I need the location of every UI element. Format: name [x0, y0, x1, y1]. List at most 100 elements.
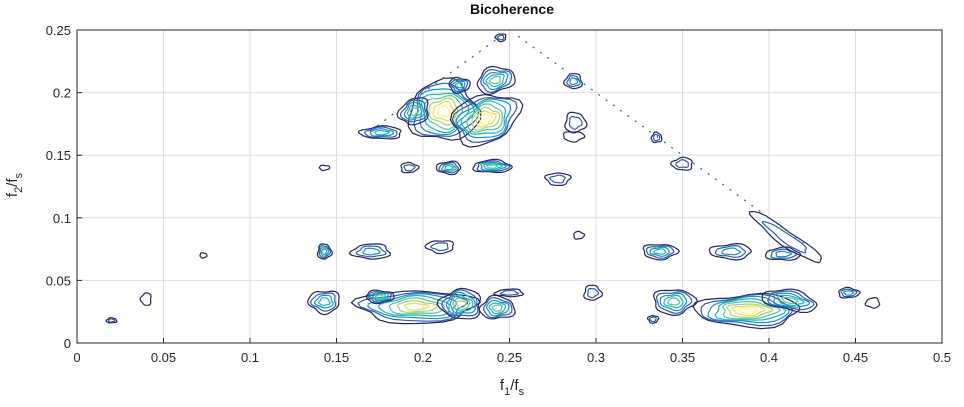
contour-line: [476, 65, 516, 96]
contour-line: [486, 164, 499, 170]
contour-line: [761, 220, 808, 254]
contour-line: [105, 317, 118, 324]
contour-line: [645, 245, 675, 259]
contour-line: [653, 248, 667, 255]
contour-blob: [493, 288, 525, 298]
contour-blob: [583, 284, 604, 301]
contour-line: [562, 131, 586, 143]
contour-line: [436, 287, 482, 320]
contour-line: [652, 133, 661, 142]
contour-line: [764, 246, 802, 261]
contour-line: [770, 248, 798, 259]
contour-line: [450, 78, 469, 93]
contour-line: [428, 97, 459, 126]
contour-line: [700, 293, 794, 327]
contour-line: [491, 304, 503, 312]
grid: [76, 29, 943, 344]
contour-line: [482, 71, 509, 91]
contour-blob: [692, 292, 801, 330]
contour-blob: [400, 161, 420, 174]
contour-line: [650, 131, 663, 144]
contour-line: [369, 128, 395, 137]
contour-line: [374, 294, 385, 299]
contour-blob: [494, 33, 507, 43]
contour-blob: [316, 243, 333, 260]
contour-line: [440, 289, 479, 317]
contour-blob: [650, 131, 663, 144]
contour-line: [403, 101, 425, 121]
x-axis-ticks: 0 0.05 0.1 0.15 0.2 0.25 0.3 0.35 0.4 0.45 0.5: [73, 338, 951, 365]
y-tick-label: 0.15: [46, 148, 71, 163]
contour-line: [489, 75, 501, 85]
contour-line: [493, 288, 525, 298]
contour-blob: [448, 76, 471, 95]
x-tick-label: 0: [73, 350, 80, 365]
contour-blob: [652, 289, 699, 317]
contour-line: [432, 100, 455, 122]
y-tick-label: 0: [64, 336, 71, 351]
contour-blob: [573, 230, 586, 240]
contour-line: [444, 164, 455, 171]
contour-line: [488, 302, 507, 315]
contour-line: [587, 287, 600, 299]
contour-blob: [764, 246, 802, 261]
contour-blob: [105, 317, 118, 324]
contour-line: [573, 230, 586, 240]
contour-line: [485, 299, 510, 317]
contour-blob: [564, 111, 588, 134]
contour-line: [737, 306, 758, 315]
contour-line: [777, 294, 805, 307]
contour-blob: [436, 287, 482, 320]
contour-line: [367, 291, 392, 304]
y-tick-label: 0.1: [53, 211, 71, 226]
contour-line: [400, 99, 428, 123]
contour-line: [480, 68, 513, 94]
contour-line: [566, 74, 581, 88]
contour-line: [400, 161, 420, 174]
contour-line: [475, 110, 497, 128]
contour-line: [838, 286, 861, 299]
contour-line: [409, 107, 420, 117]
contour-line: [569, 77, 579, 86]
contour-blob: [864, 296, 881, 309]
contour-line: [649, 246, 670, 257]
contour-blob: [365, 289, 395, 305]
x-tick-label: 0.05: [151, 350, 176, 365]
contour-line: [396, 97, 429, 126]
contour-line: [496, 34, 505, 41]
contour-line: [455, 300, 467, 309]
contour-line: [568, 115, 583, 130]
x-tick-label: 0.15: [324, 350, 349, 365]
contour-blob: [761, 288, 818, 314]
contour-line: [648, 316, 657, 323]
contour-line: [767, 290, 815, 311]
contour-line: [374, 129, 390, 136]
contour-line: [407, 104, 423, 119]
contour-line: [403, 302, 431, 311]
contour-line: [357, 125, 402, 140]
contour-line: [449, 93, 524, 148]
contour-blob: [748, 210, 823, 264]
contour-line: [107, 318, 116, 323]
contour-line: [482, 163, 503, 171]
contour-line: [781, 296, 799, 305]
y-tick-label: 0.05: [46, 273, 71, 288]
contour-line: [318, 164, 331, 172]
contour-blob: [357, 125, 402, 140]
contour-line: [320, 247, 330, 258]
contour-line: [362, 247, 382, 256]
y-axis-label: f2/fs: [4, 172, 25, 197]
contour-line: [460, 100, 507, 135]
contour-line: [388, 297, 445, 315]
contour-line: [842, 290, 855, 296]
contour-line: [659, 292, 688, 312]
contour-blob: [350, 290, 482, 325]
x-tick-label: 0.5: [933, 350, 951, 365]
contour-line: [655, 291, 693, 314]
contour-blob: [670, 156, 693, 171]
edge-contour-line: [362, 35, 502, 137]
y-axis-ticks: 0 0.05 0.1 0.15 0.2 0.25: [46, 23, 82, 351]
contour-line: [708, 242, 752, 261]
contour-line: [424, 240, 455, 255]
